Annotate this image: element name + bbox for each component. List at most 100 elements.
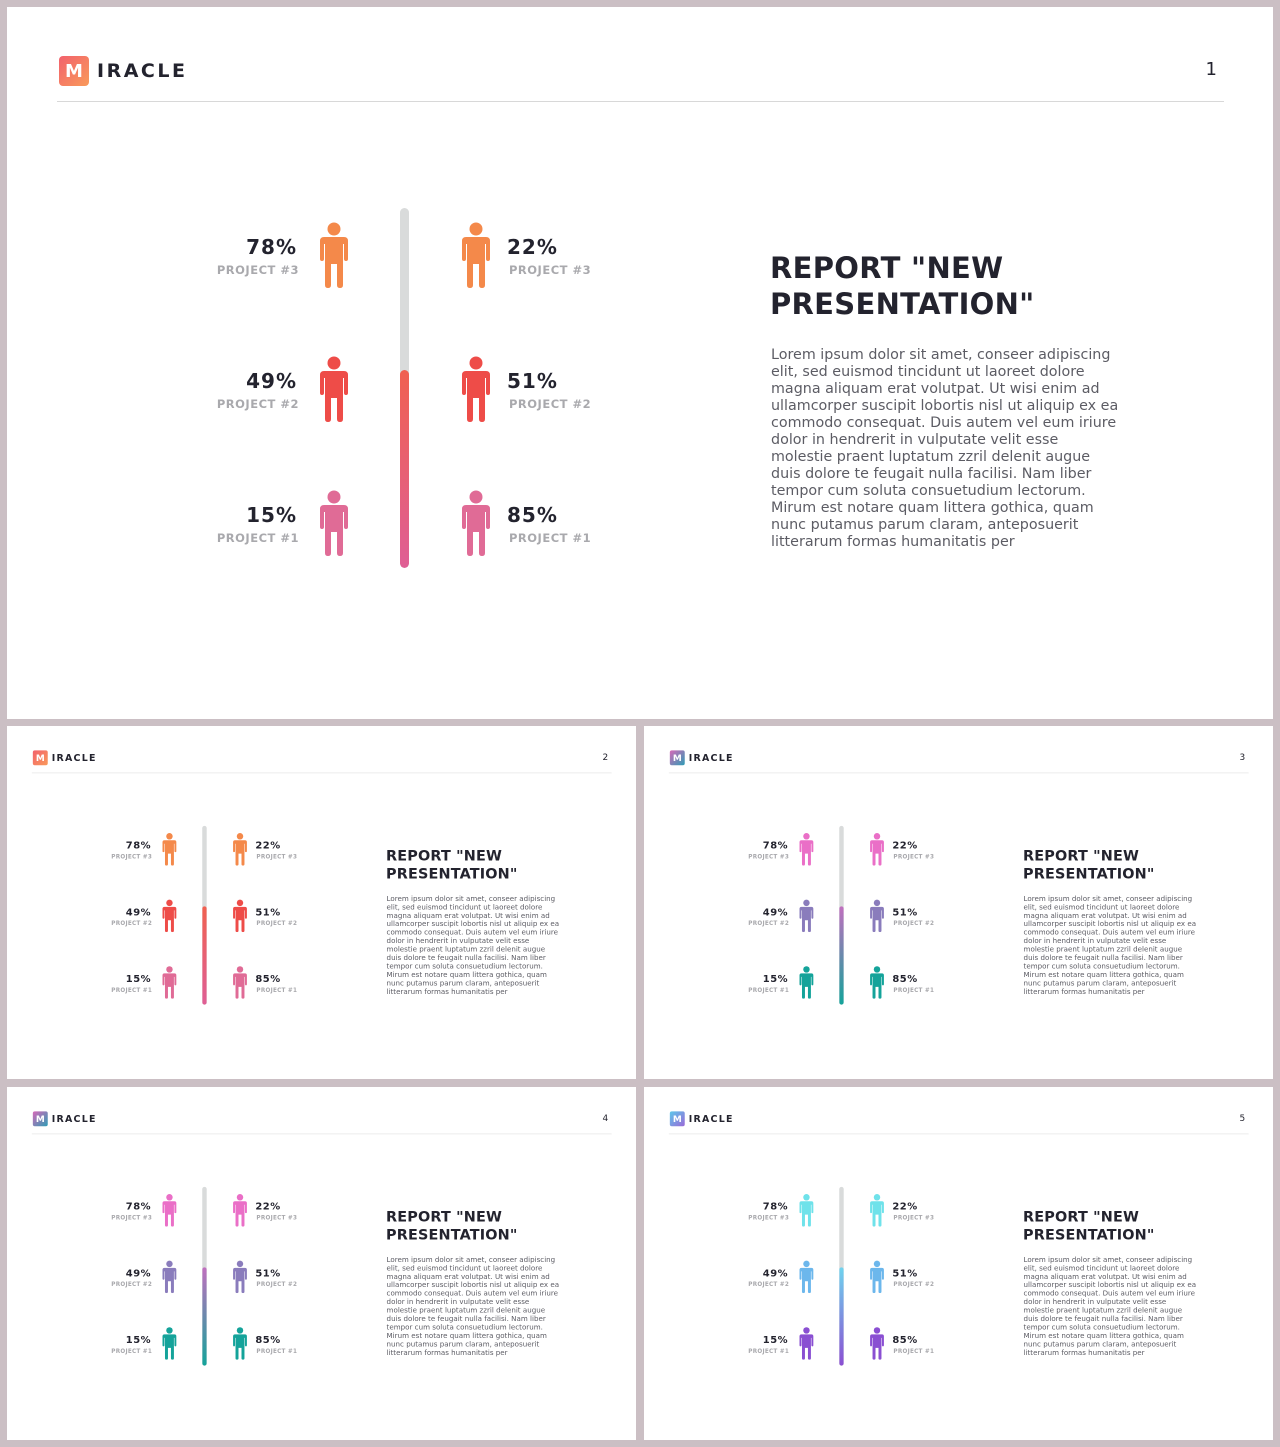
- left-stat-value: 78%: [762, 839, 789, 852]
- left-stat-value: 49%: [762, 1266, 789, 1279]
- progress-fill: [839, 906, 844, 1005]
- person-icon: [320, 490, 348, 556]
- page-number: 5: [1239, 1112, 1246, 1124]
- logo-mark: M: [32, 750, 48, 766]
- logo-text: IRACLE: [97, 60, 188, 82]
- right-stat-label: PROJECT #3: [893, 853, 935, 861]
- right-stat-label: PROJECT #2: [256, 919, 298, 927]
- person-icon: [320, 222, 348, 288]
- left-stat-value: 49%: [125, 1266, 152, 1279]
- person-icon: [233, 833, 247, 866]
- left-stat-value: 15%: [125, 1333, 152, 1346]
- left-stat-value: 15%: [762, 1333, 789, 1346]
- right-stat-value: 22%: [255, 839, 281, 852]
- right-stat-label: PROJECT #1: [509, 531, 592, 545]
- report-title: REPORT "NEW PRESENTATION": [1023, 1208, 1155, 1243]
- right-stat-label: PROJECT #1: [256, 1347, 298, 1355]
- person-icon: [162, 833, 177, 866]
- right-stat-label: PROJECT #1: [256, 986, 298, 994]
- left-stat-label: PROJECT #2: [111, 919, 153, 927]
- left-stat-value: 15%: [246, 503, 297, 527]
- report-body: Lorem ipsum dolor sit amet, conseer adip…: [386, 1255, 560, 1357]
- person-icon: [320, 356, 348, 422]
- progress-fill: [839, 1267, 844, 1366]
- slide-content: M IRACLE 3 78% PROJECT #3 49% PROJECT #2…: [644, 726, 1273, 1079]
- left-stat-label: PROJECT #2: [748, 1280, 790, 1288]
- slide-content: M IRACLE 5 78% PROJECT #3 49% PROJECT #2…: [644, 1087, 1273, 1440]
- left-stat-label: PROJECT #2: [216, 397, 299, 411]
- person-icon: [462, 490, 490, 556]
- person-icon: [162, 1260, 177, 1294]
- left-stat-label: PROJECT #1: [748, 1347, 790, 1355]
- person-icon: [162, 966, 177, 999]
- person-icon: [799, 899, 814, 933]
- right-stat-value: 51%: [507, 369, 558, 393]
- right-stat-label: PROJECT #3: [256, 853, 298, 861]
- person-icon: [870, 1260, 884, 1294]
- left-stat-label: PROJECT #3: [111, 1214, 153, 1222]
- logo: M IRACLE: [669, 1111, 734, 1127]
- report-title: REPORT "NEW PRESENTATION": [386, 847, 518, 882]
- person-icon: [870, 966, 884, 999]
- progress-fill: [202, 1267, 207, 1366]
- person-icon: [462, 356, 490, 422]
- person-icon: [799, 966, 814, 999]
- page-number: 1: [1205, 59, 1217, 80]
- left-stat-value: 49%: [246, 369, 297, 393]
- logo: M IRACLE: [32, 750, 97, 766]
- logo-mark: M: [32, 1111, 48, 1127]
- person-icon: [233, 899, 247, 933]
- right-stat-label: PROJECT #3: [509, 263, 592, 277]
- right-stat-label: PROJECT #2: [509, 397, 592, 411]
- logo: M IRACLE: [32, 1111, 97, 1127]
- right-stat-value: 22%: [892, 839, 918, 852]
- person-icon: [233, 966, 247, 999]
- right-stat-value: 22%: [255, 1200, 281, 1213]
- slide-3-thumbnail[interactable]: M IRACLE 3 78% PROJECT #3 49% PROJECT #2…: [644, 726, 1273, 1079]
- right-stat-value: 51%: [255, 905, 281, 918]
- person-icon: [233, 1327, 247, 1360]
- report-title: REPORT "NEW PRESENTATION": [1023, 847, 1155, 882]
- logo-mark: M: [59, 56, 89, 86]
- left-stat-label: PROJECT #1: [748, 986, 790, 994]
- logo-text: IRACLE: [688, 752, 734, 764]
- left-stat-value: 78%: [125, 1200, 152, 1213]
- person-icon: [799, 833, 814, 866]
- left-stat-value: 78%: [125, 839, 152, 852]
- left-stat-label: PROJECT #2: [748, 919, 790, 927]
- slide-1[interactable]: M IRACLE 1 78% PROJECT #3 49% PROJECT #2…: [7, 7, 1273, 719]
- left-stat-value: 15%: [125, 972, 152, 985]
- progress-track: [202, 1186, 207, 1366]
- page-number: 3: [1239, 751, 1246, 763]
- progress-track: [400, 208, 409, 568]
- logo: M IRACLE: [669, 750, 734, 766]
- logo-text: IRACLE: [51, 1113, 97, 1125]
- logo: M IRACLE: [59, 56, 187, 86]
- left-stat-value: 49%: [762, 905, 789, 918]
- person-icon: [799, 1194, 814, 1227]
- slide-2-thumbnail[interactable]: M IRACLE 2 78% PROJECT #3 49% PROJECT #2…: [7, 726, 636, 1079]
- report-title: REPORT "NEW PRESENTATION": [386, 1208, 518, 1243]
- person-icon: [233, 1194, 247, 1227]
- logo-mark: M: [669, 1111, 685, 1127]
- person-icon: [162, 899, 177, 933]
- person-icon: [162, 1194, 177, 1227]
- right-stat-value: 22%: [892, 1200, 918, 1213]
- left-stat-label: PROJECT #3: [111, 853, 153, 861]
- left-stat-value: 15%: [762, 972, 789, 985]
- person-icon: [462, 222, 490, 288]
- report-body: Lorem ipsum dolor sit amet, conseer adip…: [1023, 1255, 1197, 1357]
- slide-5-thumbnail[interactable]: M IRACLE 5 78% PROJECT #3 49% PROJECT #2…: [644, 1087, 1273, 1440]
- person-icon: [799, 1260, 814, 1294]
- right-stat-label: PROJECT #1: [893, 986, 935, 994]
- report-body: Lorem ipsum dolor sit amet, conseer adip…: [771, 347, 1119, 550]
- header-divider: [57, 101, 1224, 102]
- person-icon: [799, 1327, 814, 1360]
- right-stat-label: PROJECT #3: [256, 1214, 298, 1222]
- report-body: Lorem ipsum dolor sit amet, conseer adip…: [1023, 894, 1197, 996]
- progress-fill: [400, 370, 409, 568]
- progress-track: [839, 825, 844, 1005]
- right-stat-value: 85%: [507, 503, 558, 527]
- slide-4-thumbnail[interactable]: M IRACLE 4 78% PROJECT #3 49% PROJECT #2…: [7, 1087, 636, 1440]
- slide-content: M IRACLE 1 78% PROJECT #3 49% PROJECT #2…: [7, 7, 1273, 719]
